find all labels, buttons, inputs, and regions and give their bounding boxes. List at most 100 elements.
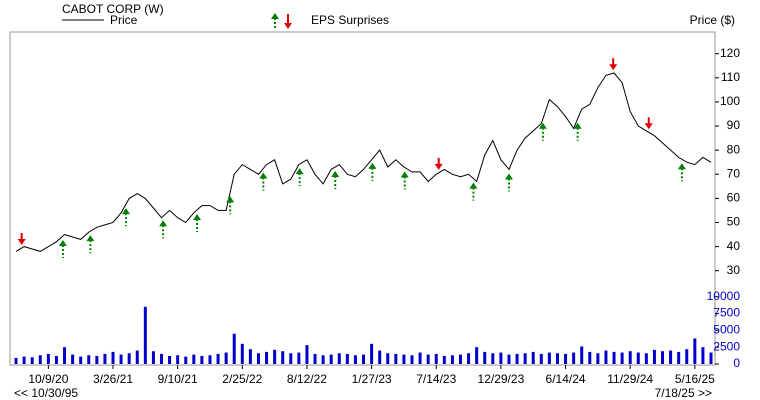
volume-bar	[232, 333, 236, 364]
eps-up-arrow	[121, 208, 130, 227]
y-tick-label: 120	[720, 46, 740, 60]
volume-bar	[636, 352, 640, 364]
y-tick-label: 40	[727, 239, 741, 253]
eps-arrow-head	[121, 208, 130, 215]
eps-up-arrow	[504, 173, 513, 192]
volume-bar	[669, 350, 673, 364]
y-tick-label: 110	[721, 70, 740, 84]
volume-bar	[353, 355, 357, 364]
volume-bar	[151, 351, 155, 364]
volume-bar	[709, 352, 713, 364]
volume-bar	[200, 355, 204, 364]
volume-bar	[483, 351, 487, 364]
volume-bar	[685, 349, 689, 364]
volume-bar	[588, 351, 592, 364]
y2-tick-label: 5000	[713, 323, 740, 337]
volume-bar	[539, 353, 543, 364]
volume-bar	[523, 353, 527, 364]
volume-bar	[442, 355, 446, 364]
volume-bar	[499, 352, 503, 364]
volume-bar	[394, 353, 398, 364]
eps-arrow-head	[58, 239, 67, 246]
x-tick-label: 6/14/24	[546, 372, 586, 386]
volume-bar	[515, 353, 519, 364]
volume-bar	[321, 355, 325, 364]
eps-up-arrow	[58, 239, 67, 258]
eps-up-arrow	[331, 171, 340, 190]
volume-bar	[410, 355, 414, 364]
eps-arrow-head	[331, 171, 340, 178]
volume-bar	[159, 353, 163, 364]
volume-bar	[378, 350, 382, 364]
y-tick-label: 70	[727, 166, 741, 180]
volume-bar	[281, 351, 285, 364]
volume-bar	[313, 353, 317, 364]
eps-down-arrow	[609, 58, 618, 71]
eps-up-arrow	[226, 196, 235, 215]
eps-up-arrow	[677, 163, 686, 182]
eps-arrow-head	[644, 123, 653, 130]
volume-bar	[547, 352, 551, 364]
volume-bar	[127, 353, 131, 364]
volume-bar	[240, 343, 244, 364]
volume-bar	[580, 346, 584, 364]
eps-arrow-head	[259, 172, 268, 179]
eps-arrow-head	[368, 162, 377, 169]
volume-bar	[337, 353, 341, 364]
volume-bar	[184, 356, 188, 364]
x-tick-label: 8/12/22	[287, 372, 327, 386]
x-tick-label: 3/26/21	[93, 372, 133, 386]
volume-bar	[628, 351, 632, 364]
volume-bar	[644, 353, 648, 364]
eps-up-arrow	[259, 172, 268, 191]
nav-back[interactable]: << 10/30/95	[14, 386, 78, 400]
eps-arrow-head	[295, 168, 304, 175]
volume-bar	[289, 353, 293, 364]
y2-tick-label: 0	[733, 356, 740, 370]
nav-forward[interactable]: 7/18/25 >>	[655, 386, 712, 400]
eps-arrow-head	[400, 171, 409, 178]
volume-bar	[345, 353, 349, 364]
volume-bar	[176, 355, 180, 364]
eps-up-arrow	[538, 122, 547, 141]
volume-bar	[564, 353, 568, 364]
x-tick-label: 1/27/23	[352, 372, 392, 386]
eps-up-arrow	[469, 182, 478, 201]
volume-bar	[224, 352, 228, 364]
eps-up-arrow	[295, 168, 304, 187]
volume-bar	[216, 353, 220, 364]
legend-price: Price	[110, 13, 138, 27]
eps-up-arrow	[86, 235, 95, 254]
y-tick-label: 100	[720, 94, 740, 108]
volume-bar	[22, 356, 26, 364]
eps-arrow-head	[573, 122, 582, 129]
y-tick-label: 90	[727, 118, 741, 132]
volume-bar	[370, 343, 374, 364]
volume-bar	[54, 355, 58, 364]
volume-bar	[297, 352, 301, 364]
volume-bar	[111, 351, 115, 364]
volume-bar	[701, 347, 705, 364]
volume-bar	[256, 353, 260, 364]
volume-bar	[95, 355, 99, 364]
eps-arrow-head	[609, 64, 618, 71]
volume-bar	[386, 353, 390, 364]
y2-tick-label: 7500	[713, 306, 740, 320]
eps-arrow-head	[226, 196, 235, 203]
volume-bar	[467, 353, 471, 364]
x-tick-label: 7/14/23	[416, 372, 456, 386]
volume-bar	[507, 354, 511, 364]
volume-bar	[208, 355, 212, 364]
volume-bar	[135, 350, 139, 364]
x-tick-label: 2/25/22	[222, 372, 262, 386]
eps-arrow-head	[193, 213, 202, 220]
volume-bar	[418, 352, 422, 364]
volume-bar	[265, 351, 269, 364]
volume-bar	[491, 353, 495, 364]
eps-arrow-head	[86, 235, 95, 242]
volume-bar	[143, 306, 147, 364]
volume-bar	[426, 354, 430, 364]
volume-bar	[677, 351, 681, 364]
eps-arrow-head	[159, 220, 168, 227]
